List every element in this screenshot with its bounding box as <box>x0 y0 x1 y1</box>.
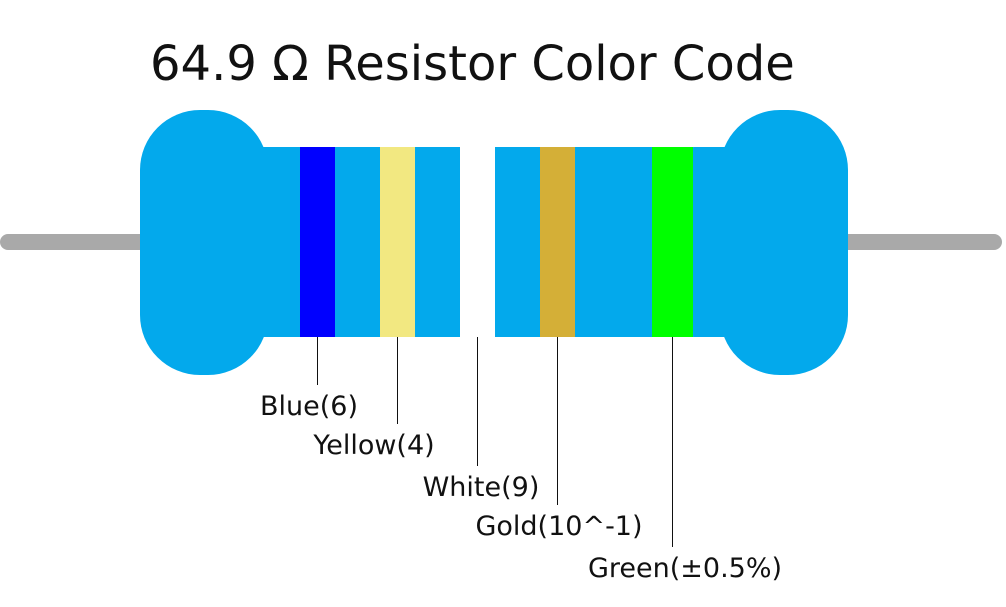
band-label: Yellow(4) <box>312 430 434 461</box>
title: 64.9 Ω Resistor Color Code <box>150 36 795 92</box>
band-label: Blue(6) <box>260 391 358 422</box>
left-cap <box>140 110 268 375</box>
bands: Blue(6) Yellow(4) White(9) Gold(10^-1) Green… <box>260 147 782 584</box>
right-cap <box>720 110 848 375</box>
band-label: Green(±0.5%) <box>588 553 782 584</box>
color-band <box>540 147 575 337</box>
color-band <box>652 147 693 337</box>
color-band <box>380 147 415 337</box>
band-label: White(9) <box>423 472 540 503</box>
band-label: Gold(10^-1) <box>475 511 642 542</box>
color-band <box>460 147 495 337</box>
color-band <box>300 147 335 337</box>
